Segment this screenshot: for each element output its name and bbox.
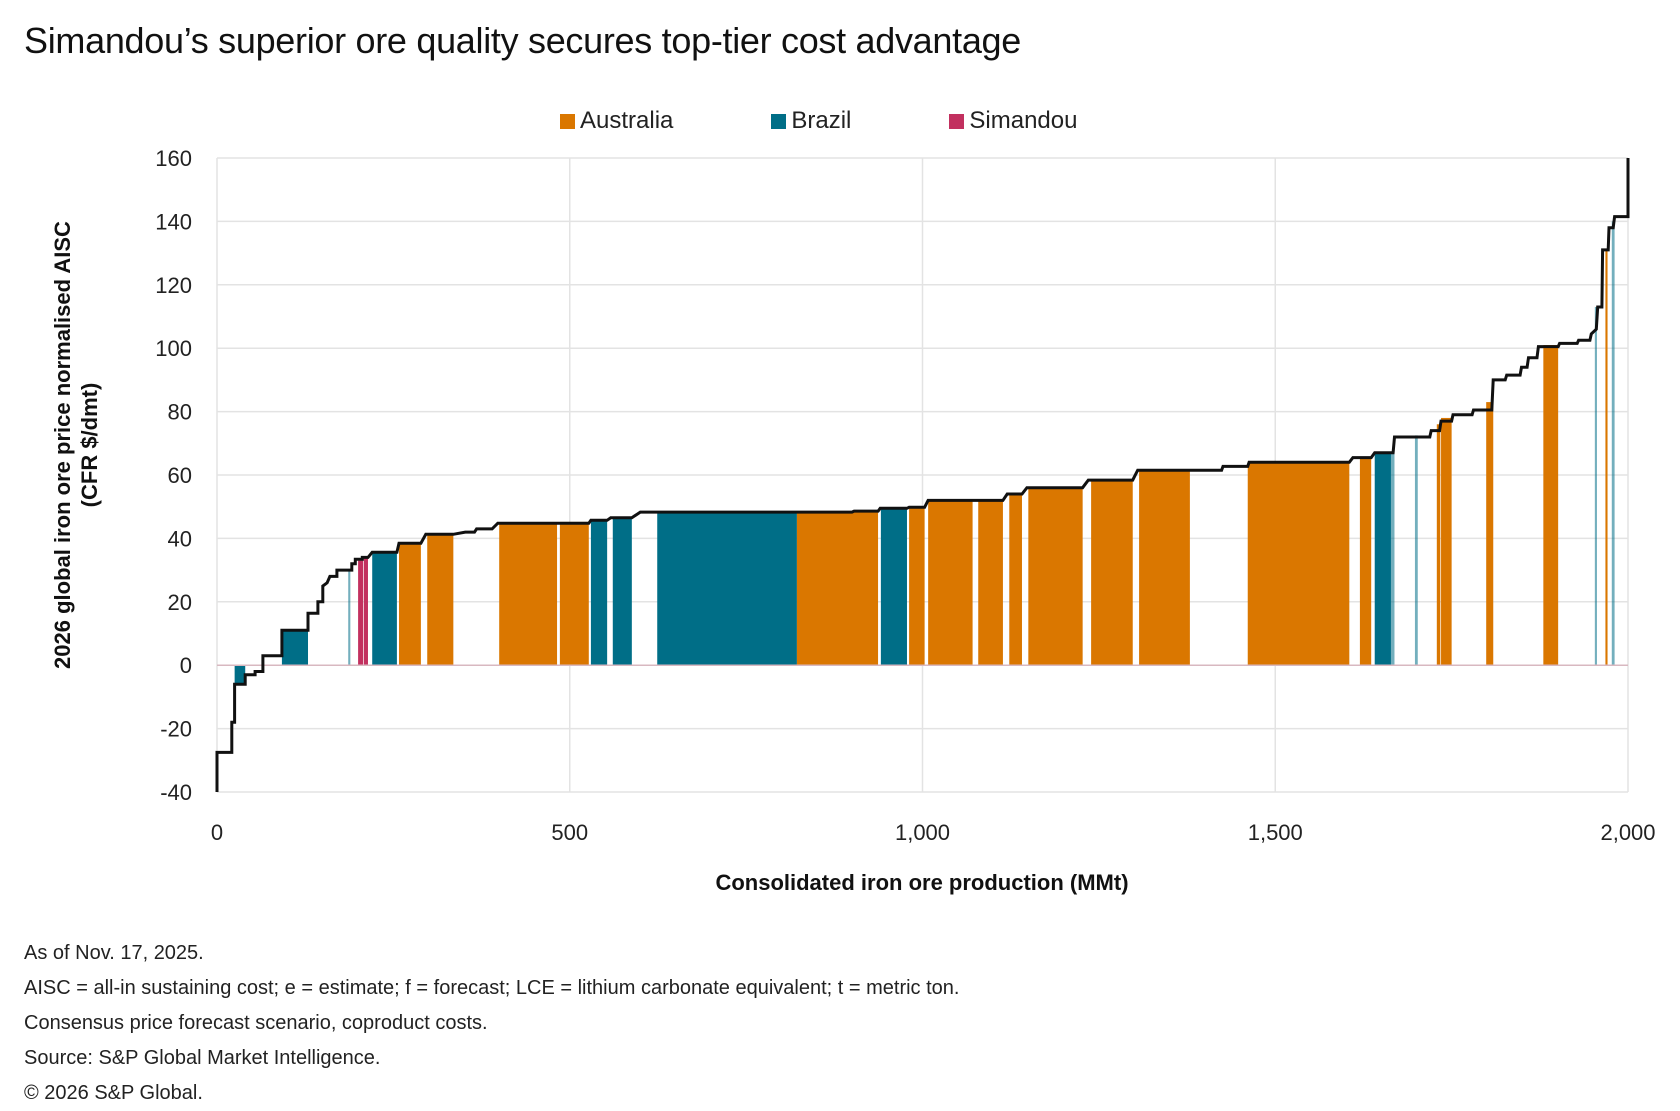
y-tick-label: 20 (168, 590, 192, 615)
bar-australia (1139, 470, 1190, 666)
x-tick-label: 2,000 (1600, 820, 1655, 845)
footnotes: As of Nov. 17, 2025. AISC = all-in susta… (24, 936, 959, 1111)
x-tick-label: 500 (551, 820, 588, 845)
chart-title: Simandou’s superior ore quality secures … (24, 20, 1021, 61)
bar-australia (1441, 417, 1452, 666)
bar-brazil (1611, 221, 1615, 666)
bar-australia (1486, 402, 1494, 666)
footnote-date: As of Nov. 17, 2025. (24, 942, 204, 964)
bar-australia (1091, 480, 1133, 666)
bar-brazil (281, 630, 309, 666)
legend-item-simandou: Simandou (949, 107, 1077, 135)
bar-australia (1009, 494, 1022, 666)
bar-australia (928, 500, 973, 666)
x-tick-label: 1,000 (895, 820, 950, 845)
bar-simandou (363, 557, 368, 666)
bar-brazil (234, 665, 246, 685)
bar-brazil (880, 508, 907, 666)
y-tick-label: 40 (168, 526, 192, 551)
y-tick-label: -20 (160, 717, 192, 742)
cost-curve (215, 158, 1630, 792)
x-tick-label: 1,500 (1248, 820, 1303, 845)
footnote-copyright: © 2026 S&P Global. (24, 1082, 203, 1104)
bar-brazil (1374, 452, 1391, 666)
footnote-abbreviations: AISC = all-in sustaining cost; e = estim… (24, 977, 960, 999)
legend-swatch-simandou (949, 113, 965, 129)
cost-curve-line (215, 158, 1630, 792)
bar-australia (499, 523, 558, 666)
y-axis-ticks: -40 -20 0 20 40 60 80 100 120 140 160 (155, 146, 192, 805)
footnote-scenario: Consensus price forecast scenario, copro… (24, 1012, 488, 1034)
y-axis-title-line2: (CFR $/dmt) (77, 383, 102, 508)
bar-brazil (657, 512, 797, 666)
bar-brazil (612, 517, 632, 666)
legend-swatch-brazil (771, 113, 787, 129)
legend-swatch-australia (560, 113, 575, 129)
y-tick-label: 120 (155, 273, 192, 298)
bar-australia (1028, 487, 1083, 666)
bar-brazil (348, 570, 351, 666)
bars (234, 221, 1615, 685)
y-tick-label: 100 (155, 336, 192, 361)
bar-australia (978, 500, 1003, 666)
x-axis-title: Consolidated iron ore production (MMt) (715, 870, 1128, 895)
legend-label-australia: Australia (580, 107, 674, 134)
y-tick-label: 140 (155, 209, 192, 234)
bar-brazil (372, 552, 397, 666)
x-tick-label: 0 (211, 820, 223, 845)
bar-australia (1543, 345, 1559, 666)
legend-label-brazil: Brazil (791, 107, 852, 134)
legend-item-australia: Australia (560, 107, 673, 135)
bar-australia (1359, 457, 1372, 666)
y-tick-label: 60 (168, 463, 192, 488)
y-axis-title-group: 2026 global iron ore price normalised AI… (50, 221, 102, 669)
bar-simandou (358, 560, 364, 666)
y-tick-label: 80 (168, 400, 192, 425)
bar-australia (1247, 462, 1350, 666)
bar-australia (1436, 424, 1441, 666)
bar-australia (427, 534, 454, 666)
y-tick-label: 160 (155, 146, 192, 171)
bar-australia (1605, 249, 1608, 666)
bar-brazil (590, 520, 608, 666)
y-axis-title-line1: 2026 global iron ore price normalised AI… (50, 221, 75, 669)
x-axis-ticks: 0 500 1,000 1,500 2,000 (211, 820, 1656, 845)
y-tick-label: 0 (180, 653, 192, 678)
bar-australia (909, 507, 925, 666)
legend-label-simandou: Simandou (969, 107, 1078, 134)
y-tick-label: -40 (160, 780, 192, 805)
bar-australia (559, 521, 589, 666)
bar-australia (796, 511, 879, 666)
legend-item-brazil: Brazil (771, 107, 851, 135)
bar-brazil (1390, 452, 1395, 666)
bar-australia (399, 543, 421, 666)
bar-brazil (1594, 306, 1597, 666)
legend: Australia Brazil Simandou (560, 107, 1175, 135)
chart-area: -40 -20 0 20 40 60 80 100 120 140 160 0 500 1,000 1,5… (50, 146, 1656, 895)
bar-brazil (1414, 435, 1418, 666)
footnote-source: Source: S&P Global Market Intelligence. (24, 1047, 381, 1069)
